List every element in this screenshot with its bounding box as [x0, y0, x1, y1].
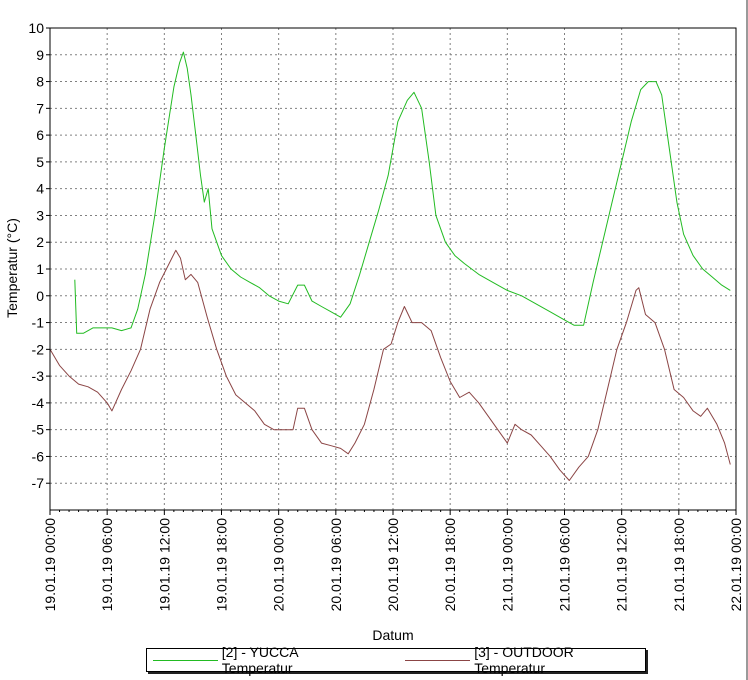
series-layer [49, 51, 731, 481]
y-tick-label: -2 [32, 341, 45, 357]
series-line-yucca [74, 51, 731, 334]
y-tick-label: 1 [36, 261, 44, 277]
legend: [2] - YUCCA Temperatur [3] - OUTDOOR Tem… [146, 644, 646, 676]
y-tick-label: 10 [28, 20, 44, 36]
x-tick-label: 19.01.19 12:00 [156, 518, 172, 612]
x-tick-label: 19.01.19 18:00 [214, 518, 230, 612]
series-line-outdoor [49, 249, 731, 481]
y-tick-label: 6 [36, 127, 44, 143]
y-tick-label: -5 [32, 422, 45, 438]
legend-label-yucca: [2] - YUCCA Temperatur [221, 644, 298, 676]
y-tick-label: -6 [32, 448, 45, 464]
y-tick-label: 9 [36, 47, 44, 63]
x-tick-label: 19.01.19 06:00 [99, 518, 115, 612]
grid [50, 27, 736, 510]
y-tick-label: 4 [36, 181, 44, 197]
window-edge [746, 0, 748, 680]
x-tick-label: 21.01.19 12:00 [614, 518, 630, 612]
y-tick-label: 2 [36, 234, 44, 250]
x-axis-ticks: 19.01.19 00:00 19.01.19 06:00 19.01.19 12:… [42, 510, 744, 611]
x-tick-label: 21.01.19 06:00 [557, 518, 573, 612]
y-tick-label: -7 [32, 475, 45, 491]
x-tick-label: 20.01.19 12:00 [385, 518, 401, 612]
legend-item-yucca: [2] - YUCCA Temperatur [147, 644, 369, 676]
y-axis-ticks: -7 -6 -5 -4 -3 -2 -1 0 1 2 3 4 5 6 7 8 9 10 [28, 20, 50, 491]
x-tick-label: 20.01.19 06:00 [328, 518, 344, 612]
y-tick-label: 0 [36, 288, 44, 304]
legend-label-outdoor: [3] - OUTDOOR Temperatur [474, 644, 574, 676]
x-tick-label: 20.01.19 00:00 [271, 518, 287, 612]
x-tick-label: 21.01.19 18:00 [671, 518, 687, 612]
y-tick-label: 7 [36, 100, 44, 116]
y-tick-label: -4 [32, 395, 45, 411]
legend-swatch-outdoor [405, 659, 471, 661]
y-tick-label: 5 [36, 154, 44, 170]
x-tick-label: 22.01.19 00:00 [728, 518, 744, 612]
legend-item-outdoor: [3] - OUTDOOR Temperatur [399, 644, 645, 676]
x-tick-label: 19.01.19 00:00 [42, 518, 58, 612]
y-tick-label: -1 [32, 315, 45, 331]
x-tick-label: 21.01.19 00:00 [499, 518, 515, 612]
y-tick-label: 8 [36, 74, 44, 90]
x-tick-label: 20.01.19 18:00 [442, 518, 458, 612]
legend-swatch-yucca [153, 659, 218, 661]
x-axis-title: Datum [372, 627, 413, 643]
y-tick-label: -3 [32, 368, 45, 384]
y-axis-title: Temperatur (°C) [4, 218, 20, 318]
y-tick-label: 3 [36, 207, 44, 223]
